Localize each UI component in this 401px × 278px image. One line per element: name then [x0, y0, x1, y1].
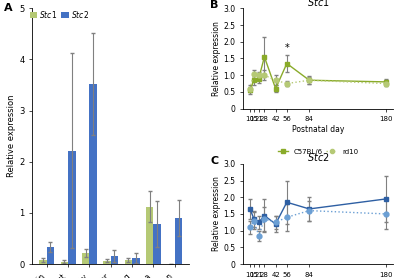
Bar: [175, 218, 182, 264]
Bar: [103, 260, 111, 264]
Legend: $\it{Stc1}$, $\it{Stc2}$: $\it{Stc1}$, $\it{Stc2}$: [28, 7, 91, 21]
Text: *: *: [284, 43, 289, 53]
Text: B: B: [210, 0, 219, 10]
Y-axis label: Relative expression: Relative expression: [212, 177, 221, 251]
X-axis label: Postnatal day: Postnatal day: [292, 125, 344, 134]
Bar: [61, 262, 68, 264]
Bar: [125, 260, 132, 264]
Bar: [89, 84, 97, 264]
Bar: [146, 207, 154, 264]
Bar: [82, 253, 89, 264]
Y-axis label: Relative expression: Relative expression: [212, 21, 221, 96]
Title: $\it{Stc1}$: $\it{Stc1}$: [307, 0, 329, 8]
Text: C: C: [210, 156, 218, 166]
Bar: [39, 260, 47, 264]
Bar: [111, 256, 118, 264]
Bar: [47, 247, 54, 264]
Bar: [154, 224, 161, 264]
Title: $\it{Stc2}$: $\it{Stc2}$: [307, 151, 329, 163]
Bar: [68, 151, 75, 264]
Y-axis label: Relative expression: Relative expression: [7, 95, 16, 177]
Text: A: A: [4, 3, 12, 13]
Bar: [132, 258, 140, 264]
Legend: C57BL/6, rd10: C57BL/6, rd10: [275, 146, 361, 157]
